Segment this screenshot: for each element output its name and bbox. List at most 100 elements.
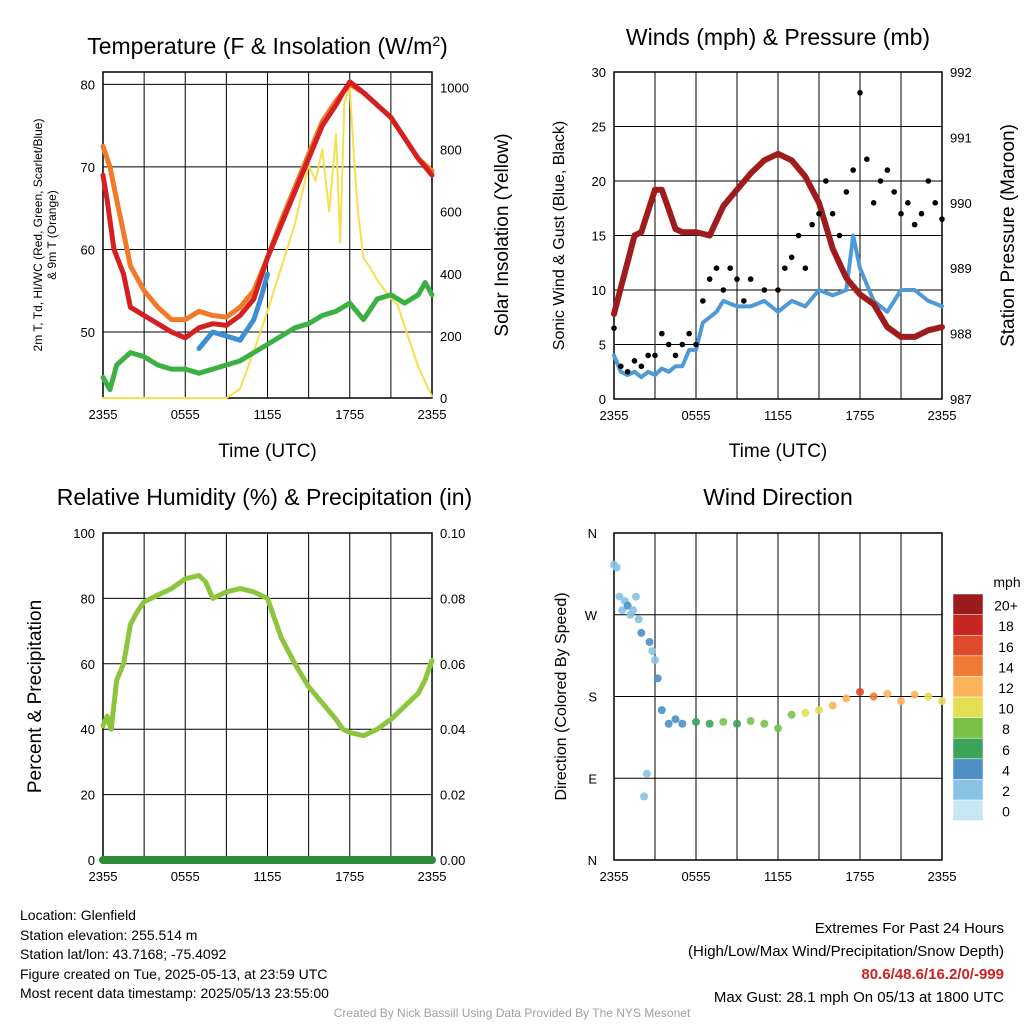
gust-point (898, 210, 904, 217)
y-tick-label-left: 80 (81, 77, 95, 92)
x-tick-label: 2355 (928, 869, 957, 884)
colorbar-swatch (952, 655, 984, 677)
y-tick-label-left: 30 (592, 65, 606, 80)
direction-point (828, 701, 837, 710)
y-tick-label-right: 992 (950, 65, 972, 80)
colorbar-label: 10 (998, 701, 1014, 717)
direction-point (612, 563, 621, 572)
direction-point (746, 717, 755, 726)
chart-title: Relative Humidity (%) & Precipitation (i… (57, 484, 472, 510)
y-tick-label-right: 200 (440, 329, 462, 344)
x-tick-label: 2355 (418, 407, 447, 422)
colorbar-label: 20+ (994, 598, 1018, 614)
y-tick-label-left: 50 (81, 325, 95, 340)
gust-point (631, 358, 638, 364)
y-tick-label-right: 1000 (440, 81, 469, 96)
x-tick-label: 1755 (846, 869, 875, 884)
series-line-temp_2m (100, 79, 435, 341)
series-line-windchill (196, 271, 270, 351)
y-tick-label-left: 10 (592, 283, 606, 298)
y-tick-label-right: 0.06 (440, 657, 465, 672)
colorbar-label: 12 (998, 680, 1014, 696)
winds-chart: 2355 0555 1155 1755 235505101520253098798898… (551, 24, 1019, 462)
y-axis-title-left: Direction (Colored By Speed) (553, 592, 570, 800)
colorbar-label: 16 (998, 639, 1014, 655)
y-tick-label-right: 800 (440, 143, 462, 158)
direction-point (869, 692, 878, 701)
y-tick-label-right: 991 (950, 130, 972, 145)
direction-point (648, 647, 657, 656)
direction-point (883, 689, 892, 698)
colorbar-swatch (952, 779, 984, 801)
y-tick-label-right: 988 (950, 327, 972, 342)
y-tick-label-left: 0 (88, 853, 95, 868)
gust-point (918, 210, 925, 217)
x-tick-label: 0555 (171, 407, 200, 422)
y-tick-label-right: 600 (440, 205, 462, 220)
x-tick-label: 1155 (254, 407, 282, 422)
extremes-values: 80.6/48.6/16.2/0/-999 (861, 966, 1004, 983)
direction-point (678, 719, 687, 728)
direction-point (815, 706, 823, 715)
direction-point (856, 687, 864, 696)
chart-title: Wind Direction (703, 484, 853, 510)
direction-point (910, 690, 919, 699)
y-axis-title-left: Sonic Wind & Gust (Blue, Black) (551, 121, 568, 350)
gust-point (693, 341, 699, 348)
gust-point (816, 210, 822, 217)
y-tick-label-right: 990 (950, 196, 972, 211)
direction-point (645, 638, 654, 646)
extremes-subtitle: (High/Low/Max Wind/Precipitation/Snow De… (688, 943, 1004, 960)
y-tick-label-right: 989 (950, 261, 972, 276)
gust-point (618, 363, 624, 370)
plot-frame (102, 71, 433, 399)
y-tick-label-right: 0.02 (440, 788, 465, 803)
direction-point (938, 697, 946, 706)
series-line-dewpoint (100, 280, 435, 393)
x-tick-label: 2355 (89, 869, 118, 884)
direction-point (637, 628, 646, 637)
extremes-title: Extremes For Past 24 Hours (814, 920, 1004, 937)
gust-point (802, 265, 809, 272)
x-tick-label: 1155 (764, 869, 792, 884)
x-tick-label: 1755 (335, 407, 364, 422)
gust-point (700, 298, 706, 304)
gust-point (727, 265, 733, 272)
y-tick-label-left: 0 (599, 392, 606, 407)
x-tick-label: 2355 (600, 408, 629, 423)
y-tick-label: N (588, 853, 597, 868)
gust-point (652, 352, 658, 359)
y-tick-label-left: 20 (81, 788, 95, 803)
direction-point (719, 717, 728, 726)
gust-point (782, 265, 788, 272)
location-text: Location: Glenfield (20, 907, 136, 923)
colorbar-label: 18 (998, 618, 1014, 634)
colorbar-swatch (952, 799, 984, 821)
gust-point (686, 330, 692, 337)
colorbar-swatch (952, 676, 984, 698)
x-tick-label: 2355 (600, 869, 629, 884)
direction-point (634, 615, 643, 624)
x-axis-title: Time (UTC) (218, 441, 317, 462)
gust-point (823, 178, 829, 184)
direction-point (787, 710, 796, 719)
gust-point (911, 221, 918, 228)
direction-point (897, 697, 905, 706)
x-tick-label: 2355 (89, 407, 118, 422)
colorbar-swatch (952, 614, 984, 636)
direction-point (615, 592, 624, 601)
direction-point (924, 692, 933, 701)
x-tick-label: 0555 (682, 408, 711, 423)
colorbar-label: 4 (1002, 762, 1010, 778)
direction-point (664, 719, 673, 728)
gust-point (713, 265, 720, 272)
gust-point (624, 368, 631, 375)
y-axis-title-right: Station Pressure (Maroon) (998, 124, 1019, 347)
gust-point (864, 156, 870, 162)
credit-text: Created By Nick Bassill Using Data Provi… (333, 1006, 691, 1020)
y-tick-label: E (588, 771, 597, 786)
direction-point (629, 606, 638, 615)
chart-title: Temperature (F & Insolation (W/m2) (87, 33, 448, 59)
